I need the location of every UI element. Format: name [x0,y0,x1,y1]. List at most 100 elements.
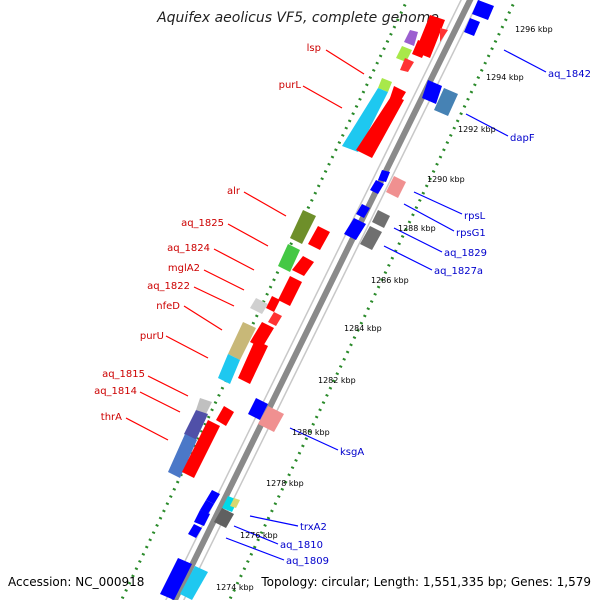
gene-label-aq_1810[interactable]: aq_1810 [280,540,323,551]
gene-label-rpsL[interactable]: rpsL [464,211,486,222]
gene-feature[interactable] [342,88,388,152]
gene-feature[interactable] [188,524,202,538]
reverse-gene-labels: aq_1842 dapF rpsL rpsG1 aq_1829 aq_1827a… [280,69,591,567]
gene-label-thrA[interactable]: thrA [101,412,122,423]
gene-label-aq_1822[interactable]: aq_1822 [147,281,190,292]
gene-label-aq_1825[interactable]: aq_1825 [181,218,224,229]
gene-feature[interactable] [278,276,302,306]
gene-label-purU[interactable]: purU [140,331,164,342]
gene-feature[interactable] [472,0,494,20]
kbp-label: 1296 kbp [515,25,553,34]
gene-feature[interactable] [464,18,480,36]
gene-feature[interactable] [390,86,406,102]
gene-feature[interactable] [238,340,268,384]
gene-label-aq_1829[interactable]: aq_1829 [444,248,487,259]
leader-line [233,525,279,545]
forward-gene-labels: lsp purL alr aq_1825 aq_1824 mglA2 aq_18… [94,43,321,423]
leader-line [147,375,189,397]
gene-feature[interactable] [268,312,282,326]
gene-feature[interactable] [412,40,428,58]
gene-feature[interactable] [180,566,208,600]
kbp-label: 1278 kbp [266,479,304,488]
gene-feature[interactable] [228,322,256,360]
gene-feature[interactable] [258,406,284,432]
gene-label-dapF[interactable]: dapF [510,133,535,144]
gene-label-purL[interactable]: purL [279,80,302,91]
gene-label-nfeD[interactable]: nfeD [156,301,180,312]
gene-feature[interactable] [400,58,414,72]
gene-feature[interactable] [266,296,280,312]
kbp-label: 1292 kbp [458,125,496,134]
reverse-strand-features [160,0,494,600]
gene-feature[interactable] [356,204,370,218]
forward-strand-features [168,15,448,478]
leader-line [393,227,443,253]
gene-feature[interactable] [290,210,316,244]
leader-line [183,305,223,331]
gene-label-trxA2[interactable]: trxA2 [300,522,327,533]
gene-feature[interactable] [182,420,220,478]
leader-line [225,537,285,561]
gene-feature[interactable] [184,410,208,440]
leader-line [139,391,181,413]
kbp-label: 1276 kbp [240,531,278,540]
gene-label-lsp[interactable]: lsp [307,43,321,54]
gene-feature[interactable] [404,30,418,46]
gene-feature[interactable] [372,210,390,228]
gene-feature[interactable] [248,398,268,420]
guide-lines [117,0,517,605]
gene-feature[interactable] [378,78,392,92]
gene-label-aq_1827a[interactable]: aq_1827a [434,266,483,277]
leader-line [227,223,269,247]
gene-feature[interactable] [356,95,404,158]
gene-feature[interactable] [396,46,412,62]
leader-line [403,203,455,232]
gene-feature[interactable] [194,510,210,526]
outer-reverse-guide [225,0,517,605]
gene-feature[interactable] [378,170,390,182]
kbp-label: 1280 kbp [292,428,330,437]
gene-feature[interactable] [230,498,240,508]
gene-label-rpsG1[interactable]: rpsG1 [456,228,486,239]
gene-feature[interactable] [292,256,314,276]
gene-feature[interactable] [370,180,384,194]
gene-feature[interactable] [278,244,300,272]
gene-feature[interactable] [196,398,212,414]
forward-leader-lines [125,49,365,441]
gene-label-aq_1814[interactable]: aq_1814 [94,386,137,397]
gene-feature[interactable] [160,558,192,600]
gene-feature[interactable] [250,298,268,314]
gene-feature[interactable] [386,176,406,198]
kbp-label: 1286 kbp [371,276,409,285]
leader-line [503,49,547,73]
gene-feature[interactable] [214,508,234,528]
gene-label-aq_1842[interactable]: aq_1842 [548,69,591,80]
gene-feature[interactable] [168,434,197,478]
gene-label-aq_1824[interactable]: aq_1824 [167,243,210,254]
leader-line [325,49,365,75]
gene-feature[interactable] [434,88,458,116]
gene-feature[interactable] [216,406,234,426]
gene-label-ksgA[interactable]: ksgA [340,447,364,458]
accession-text: Accession: NC_000918 [8,575,144,589]
gene-label-aq_1809[interactable]: aq_1809 [286,556,329,567]
map-title: Aquifex aeolicus VF5, complete genome [156,10,439,26]
gene-feature[interactable] [422,80,442,104]
leader-line [249,515,299,527]
gene-label-mglA2[interactable]: mglA2 [168,263,200,274]
topology-text: Topology: circular; Length: 1,551,335 bp… [260,575,591,589]
gene-label-aq_1815[interactable]: aq_1815 [102,369,145,380]
gene-label-alr[interactable]: alr [227,186,241,197]
gene-feature[interactable] [200,500,214,514]
gene-feature[interactable] [360,226,382,250]
gene-feature[interactable] [344,218,366,240]
leader-line [125,417,169,441]
gene-feature[interactable] [308,226,330,250]
kbp-label: 1274 kbp [216,583,254,592]
gene-feature[interactable] [218,354,240,384]
gene-feature[interactable] [440,28,448,42]
gene-feature[interactable] [206,490,220,504]
leader-line [302,85,343,109]
